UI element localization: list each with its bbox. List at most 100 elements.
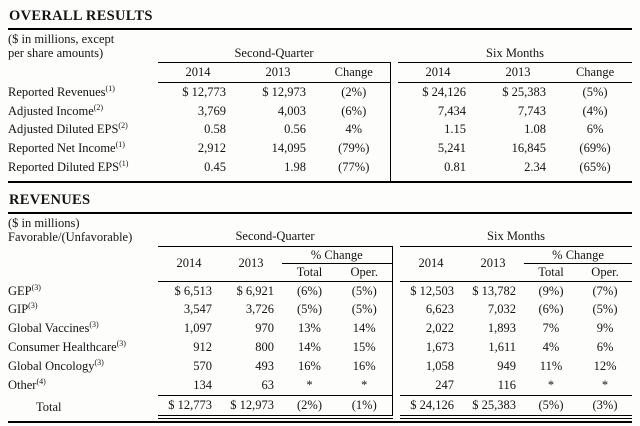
col-header-2013: 2013 <box>462 246 525 282</box>
value-cell: 949 <box>497 359 517 373</box>
revenues-table: ($ in millions) Favorable/(Unfavorable) … <box>8 215 633 424</box>
footnote-ref: (3) <box>28 301 38 311</box>
row-label-text: Adjusted Income <box>8 103 94 118</box>
value-cell: $ 12,773 <box>158 394 220 420</box>
value-cell: 1.08 <box>524 122 547 137</box>
empty-cell <box>8 246 158 281</box>
change-cell: 12% <box>593 359 617 373</box>
column-divider <box>391 281 401 301</box>
col-header-total: Total <box>282 263 337 282</box>
row-label-text: Consumer Healthcare <box>8 340 117 355</box>
table-row: Global Vaccines(3) 1,097 970 13% 14% 2,0… <box>8 319 632 339</box>
value-cell: 7,434 <box>437 103 467 118</box>
change-cell: 6% <box>596 340 614 355</box>
table-row: GEP(3) $ 6,513 $ 6,921 (6%) (5%) $ 12,50… <box>8 281 632 301</box>
col-header-2014: 2014 <box>158 246 220 282</box>
col-header-2014: 2014 <box>398 62 479 83</box>
column-divider <box>389 158 399 182</box>
change-cell: (3%) <box>578 394 633 420</box>
change-cell: (1%) <box>337 394 393 420</box>
row-label-text: GEP <box>8 283 32 298</box>
change-cell: 14% <box>352 321 376 336</box>
value-cell: 970 <box>255 321 274 336</box>
unit-note-line: ($ in millions, except <box>8 32 115 46</box>
value-cell: 912 <box>193 340 212 355</box>
row-label: Reported Net Income(1) <box>8 139 158 158</box>
change-cell: (65%) <box>579 160 611 175</box>
group-header-six-months: Six Months <box>398 32 633 64</box>
value-cell: 6,623 <box>425 302 455 317</box>
column-divider <box>391 319 401 339</box>
column-divider <box>389 101 399 121</box>
row-label: GIP(3) <box>8 300 158 319</box>
column-divider <box>391 338 401 357</box>
footnote-ref: (2) <box>93 102 104 112</box>
footnote-ref: (1) <box>105 83 115 93</box>
column-divider <box>389 82 399 102</box>
value-cell: 7,743 <box>517 103 547 118</box>
change-cell: * <box>547 377 555 392</box>
change-cell: * <box>306 377 313 392</box>
group-header-six-months: Six Months <box>400 215 633 247</box>
unit-note-line: per share amounts) <box>8 46 104 61</box>
row-label-text: Other <box>8 378 37 393</box>
value-cell: $ 12,503 <box>410 283 455 298</box>
row-label: Global Vaccines(3) <box>8 319 158 338</box>
change-cell: (79%) <box>338 141 370 156</box>
change-cell: 9% <box>596 321 614 336</box>
col-header-change: Change <box>558 62 633 83</box>
change-cell: 16% <box>352 359 376 373</box>
value-cell: 7,032 <box>487 302 517 317</box>
change-cell: (2%) <box>341 84 367 99</box>
column-divider <box>391 357 401 376</box>
row-label: Adjusted Diluted EPS(2) <box>8 120 158 139</box>
value-cell: $ 12,973 <box>262 84 306 99</box>
row-label-text: Total <box>36 399 62 414</box>
change-cell: (6%) <box>538 302 564 317</box>
value-cell: 1,673 <box>425 340 455 355</box>
change-cell: (4%) <box>582 103 608 118</box>
column-header-row: 2014 2013 % Change 2014 2013 % Change <box>8 246 633 282</box>
value-cell: 2.34 <box>524 160 547 175</box>
change-cell: 11% <box>539 359 563 373</box>
row-label-text: Reported Revenues <box>8 84 106 99</box>
value-cell: 800 <box>255 340 274 355</box>
subcolumn-header-row: Total Oper. Total Oper. <box>8 263 633 282</box>
value-cell: 116 <box>497 377 517 392</box>
row-label: Global Oncology(3) <box>8 357 158 376</box>
footnote-ref: (3) <box>89 320 99 330</box>
footnote-ref: (4) <box>36 377 46 387</box>
value-cell: 16,845 <box>511 141 547 156</box>
change-cell: (2%) <box>282 394 337 420</box>
row-label-text: Reported Net Income <box>8 141 116 156</box>
table-row: Reported Net Income(1) 2,912 14,095 (79%… <box>8 139 632 159</box>
value-cell: 3,726 <box>245 302 274 317</box>
change-cell: 4% <box>345 122 363 137</box>
value-cell: 5,241 <box>437 141 467 156</box>
column-divider <box>391 246 401 281</box>
change-cell: (9%) <box>538 283 564 298</box>
group-gap <box>392 216 400 247</box>
change-cell: 6% <box>586 122 604 137</box>
change-cell: * <box>361 377 368 392</box>
table-row: Reported Diluted EPS(1) 0.45 1.98 (77%) … <box>8 158 632 182</box>
row-label: Reported Diluted EPS(1) <box>8 158 158 181</box>
table-row: Global Oncology(3) 570 493 16% 16% 1,058… <box>8 357 632 376</box>
change-cell: 14% <box>298 340 321 355</box>
group-header-second-quarter: Second-Quarter <box>158 215 393 247</box>
change-cell: (5%) <box>524 394 579 420</box>
change-cell: 4% <box>542 340 560 355</box>
value-cell: $ 25,383 <box>502 84 547 99</box>
column-divider <box>389 139 399 159</box>
table-row: Reported Revenues(1) $ 12,773 $ 12,973 (… <box>8 82 632 102</box>
value-cell: 3,769 <box>197 103 226 118</box>
row-label: Consumer Healthcare(3) <box>8 338 158 357</box>
change-cell: (69%) <box>579 141 611 156</box>
value-cell: $ 13,782 <box>472 283 517 298</box>
column-header-row: 2014 2013 Change 2014 2013 Change <box>8 62 633 83</box>
row-label-text: Global Oncology <box>8 359 95 373</box>
value-cell: 4,003 <box>277 103 306 118</box>
change-cell: 13% <box>298 321 321 336</box>
value-cell: 1,097 <box>183 321 212 336</box>
change-cell: (5%) <box>592 302 618 317</box>
